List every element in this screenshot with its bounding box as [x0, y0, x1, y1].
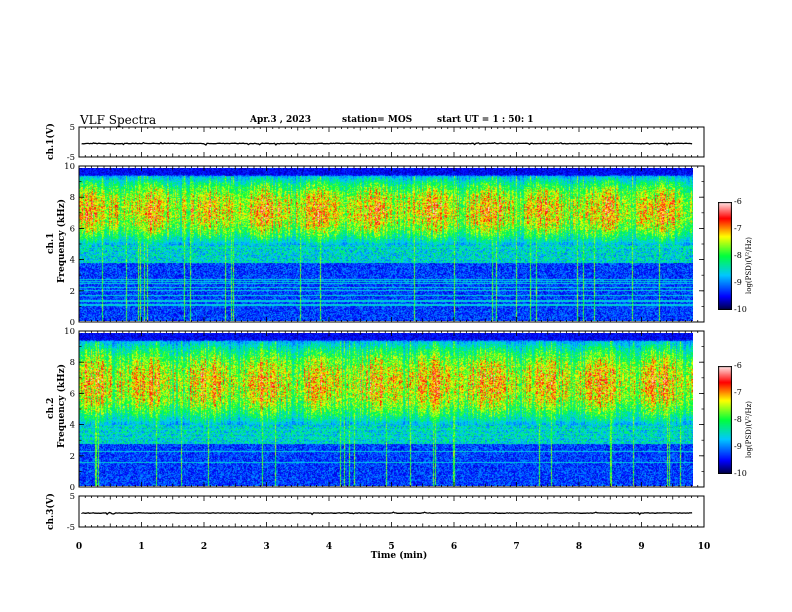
x-tick-label: 2 — [201, 542, 207, 552]
colorbar-tick-label: -9 — [734, 442, 742, 451]
y-tick-label: 8 — [70, 358, 75, 368]
y-tick-label: 10 — [64, 327, 75, 337]
y-tick-label: 5 — [70, 492, 75, 502]
y-axis-label: Frequency (kHz) — [57, 199, 67, 283]
y-axis-label: Frequency (kHz) — [57, 364, 67, 448]
y-tick-label: 4 — [70, 256, 75, 266]
colorbar-label: log(PSD)(V²/Hz) — [745, 401, 753, 458]
y-axis-label: ch.3(V) — [46, 493, 56, 530]
panel-frame — [79, 331, 704, 487]
y-tick-label: 8 — [70, 193, 75, 203]
y-axis-label: ch.1 — [46, 233, 56, 254]
x-tick-label: 0 — [76, 542, 82, 552]
x-tick-label: 3 — [263, 542, 269, 552]
x-axis-label: Time (min) — [371, 550, 428, 561]
x-tick-label: 8 — [576, 542, 582, 552]
y-tick-label: 2 — [70, 287, 75, 297]
x-tick-label: 7 — [513, 542, 519, 552]
y-tick-label: 10 — [64, 162, 75, 172]
y-tick-label: 6 — [70, 389, 75, 399]
waveform-line — [82, 512, 692, 514]
colorbar-tick-label: -6 — [734, 361, 742, 370]
y-tick-label: 5 — [70, 123, 75, 133]
colorbar-tick-label: -9 — [734, 278, 742, 287]
x-tick-label: 9 — [638, 542, 644, 552]
y-axis-label: ch.1(V) — [46, 123, 56, 160]
colorbar-tick-label: -7 — [734, 388, 742, 397]
x-tick-label: 6 — [451, 542, 457, 552]
y-tick-label: -5 — [67, 523, 75, 533]
x-tick-label: 1 — [138, 542, 144, 552]
colorbar-tick-label: -8 — [734, 251, 742, 260]
panel-frame — [79, 166, 704, 322]
colorbar-tick-label: -8 — [734, 415, 742, 424]
colorbar-tick-label: -10 — [734, 469, 747, 478]
x-tick-label: 10 — [698, 542, 711, 552]
colorbar-label: log(PSD)(V²/Hz) — [745, 237, 753, 294]
y-tick-label: 4 — [70, 421, 75, 431]
colorbar-tick-label: -6 — [734, 197, 742, 206]
y-tick-label: 6 — [70, 224, 75, 234]
x-tick-label: 4 — [326, 542, 332, 552]
y-tick-label: 2 — [70, 452, 75, 462]
y-axis-label: ch.2 — [46, 398, 56, 419]
colorbar-tick-label: -7 — [734, 224, 742, 233]
waveform-line — [82, 143, 692, 145]
colorbar-tick-label: -10 — [734, 305, 747, 314]
